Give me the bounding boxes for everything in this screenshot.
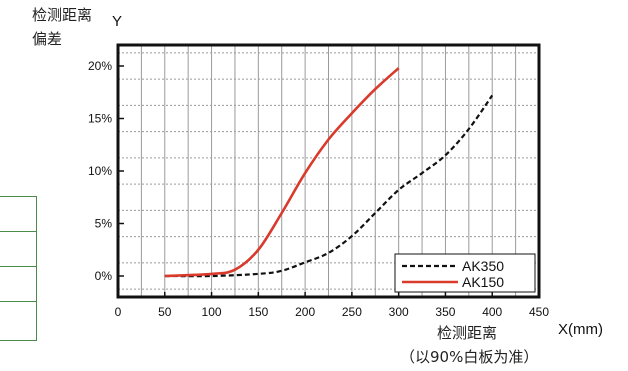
y-axis-letter: Y [112, 13, 122, 30]
legend-box [394, 253, 536, 293]
x-tick-label: 400 [482, 305, 502, 319]
x-tick-label: 450 [529, 305, 549, 319]
x-tick-label: 100 [202, 305, 222, 319]
series-line-ak150 [164, 67, 400, 278]
x-tick-label: 350 [435, 305, 455, 319]
y-tick-label: 0% [95, 269, 113, 283]
x-tick-label: 300 [389, 305, 409, 319]
x-tick-label: 150 [248, 305, 268, 319]
x-axis-note: （以90%白板为准） [400, 348, 538, 366]
ticks: 0 50 100 150 200 250 300 350 400 450 0% 5% 10% 15% 20% [88, 59, 549, 319]
x-axis-title: 检测距离 （以90%白板为准） X(mm) [400, 321, 603, 366]
x-tick-label: 250 [342, 305, 362, 319]
y-tick-label: 20% [88, 59, 112, 73]
y-axis-label-line-2: 偏差 [32, 30, 62, 48]
y-tick-label: 15% [88, 112, 112, 126]
x-axis-letter: X(mm) [558, 321, 603, 338]
x-tick-label: 50 [158, 305, 172, 319]
legend-label-ak150: AK150 [462, 274, 504, 290]
legend: AK350 AK150 [394, 253, 536, 293]
side-table-cell-4 [0, 301, 37, 341]
y-axis-title: 检测距离 偏差 Y [32, 6, 122, 48]
y-tick-label: 5% [95, 217, 113, 231]
y-axis-label-line-1: 检测距离 [32, 6, 92, 24]
grid [118, 45, 539, 297]
y-tick-label: 10% [88, 164, 112, 178]
x-tick-label: 200 [295, 305, 315, 319]
series-layer [164, 67, 494, 278]
x-axis-label: 检测距离 [437, 324, 497, 342]
series-line-ak350 [164, 94, 494, 278]
x-tick-label: 0 [115, 305, 122, 319]
legend-label-ak350: AK350 [462, 258, 504, 274]
